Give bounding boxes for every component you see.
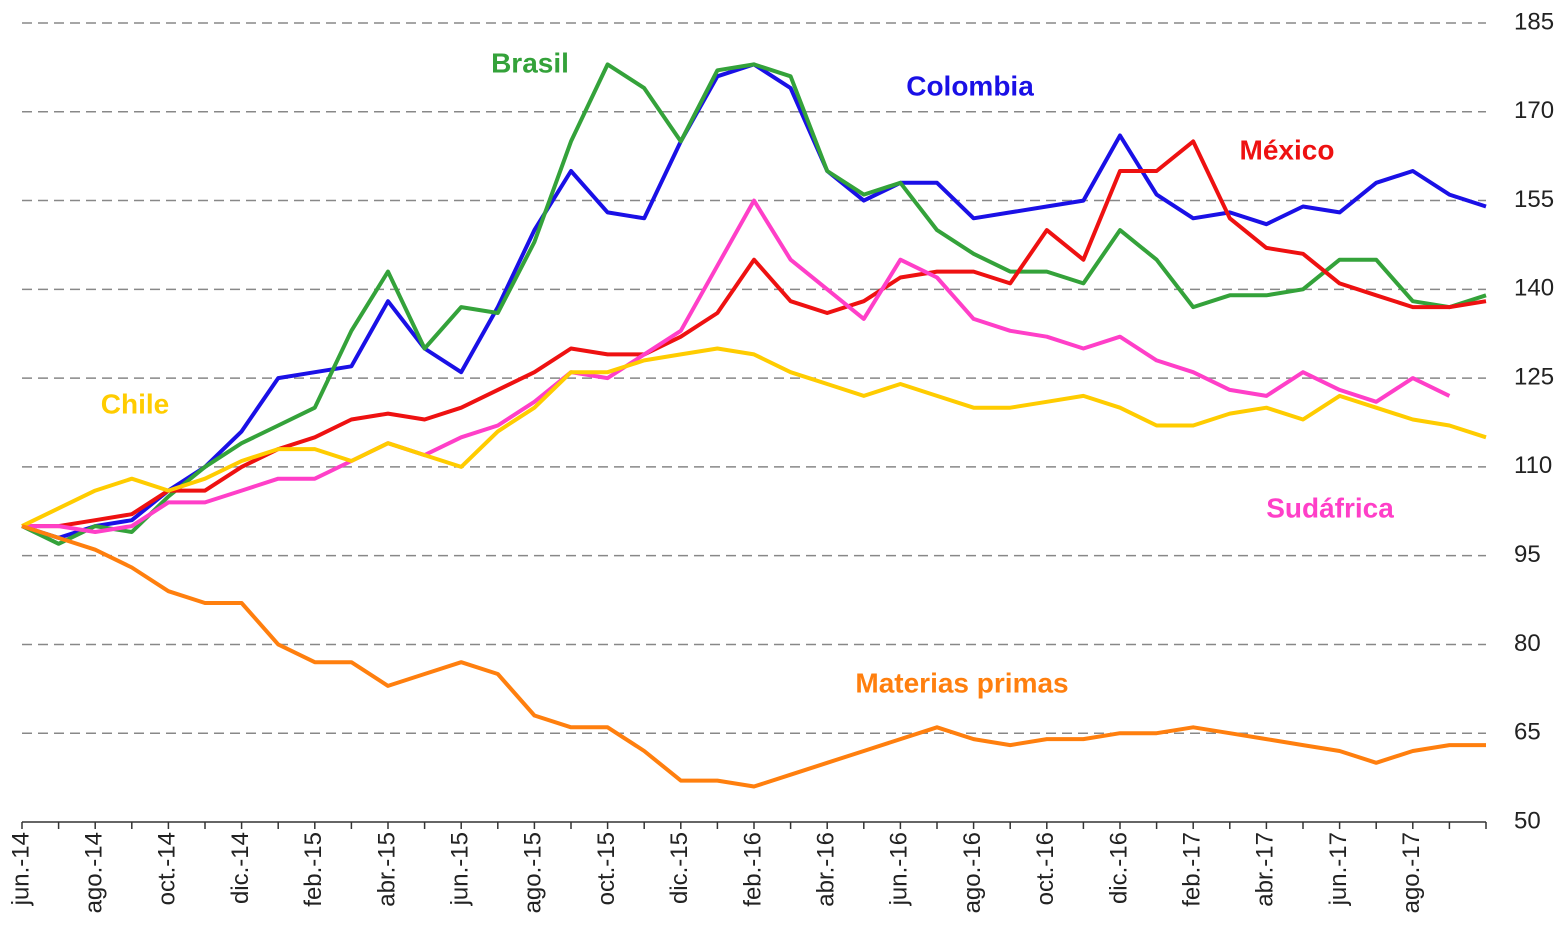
- x-tick-label: abr.-17: [1252, 832, 1279, 907]
- x-tick-label: ago.-14: [81, 832, 108, 913]
- x-tick-label: feb.-17: [1179, 832, 1206, 907]
- series-label: Sudáfrica: [1266, 492, 1394, 523]
- series-line: [21, 62, 1487, 546]
- x-tick-label: dic.-14: [227, 832, 254, 904]
- x-tick-label: jun.-15: [447, 832, 474, 906]
- series-label: Colombia: [906, 70, 1034, 101]
- x-tick-label: feb.-16: [739, 832, 766, 907]
- x-tick-label: oct.-14: [154, 832, 181, 905]
- x-tick-label: feb.-15: [300, 832, 327, 907]
- series-line: [22, 198, 1451, 534]
- x-tick-label: oct.-16: [1032, 832, 1059, 905]
- x-tick-label: jun.-16: [886, 832, 913, 906]
- series-label: Chile: [101, 388, 169, 419]
- x-tick-label: ago.-17: [1398, 832, 1425, 913]
- x-tick-label: jun.-17: [1325, 832, 1352, 906]
- series-label: Brasil: [491, 47, 569, 78]
- x-tick-label: jun.-14: [7, 832, 34, 906]
- y-tick-label: 50: [1514, 807, 1541, 834]
- x-tick-label: dic.-15: [666, 832, 693, 904]
- y-tick-label: 170: [1514, 97, 1554, 124]
- y-tick-label: 125: [1514, 363, 1554, 390]
- y-tick-label: 95: [1514, 541, 1541, 568]
- y-tick-label: 110: [1514, 452, 1552, 479]
- y-tick-label: 155: [1514, 186, 1554, 213]
- y-tick-label: 185: [1514, 8, 1554, 35]
- y-tick-label: 65: [1514, 719, 1541, 746]
- x-tick-label: ago.-15: [520, 832, 547, 913]
- x-tick-label: dic.-16: [1105, 832, 1132, 904]
- x-tick-label: abr.-15: [373, 832, 400, 907]
- series-label: México: [1240, 134, 1335, 165]
- series-line: [21, 524, 1486, 789]
- x-tick-label: ago.-16: [959, 832, 986, 913]
- x-tick-label: oct.-15: [593, 832, 620, 905]
- x-tick-label: abr.-16: [813, 832, 840, 907]
- series-label: Materias primas: [855, 667, 1068, 698]
- y-tick-label: 80: [1514, 630, 1541, 657]
- series-line: [21, 346, 1487, 528]
- y-tick-label: 140: [1514, 275, 1554, 302]
